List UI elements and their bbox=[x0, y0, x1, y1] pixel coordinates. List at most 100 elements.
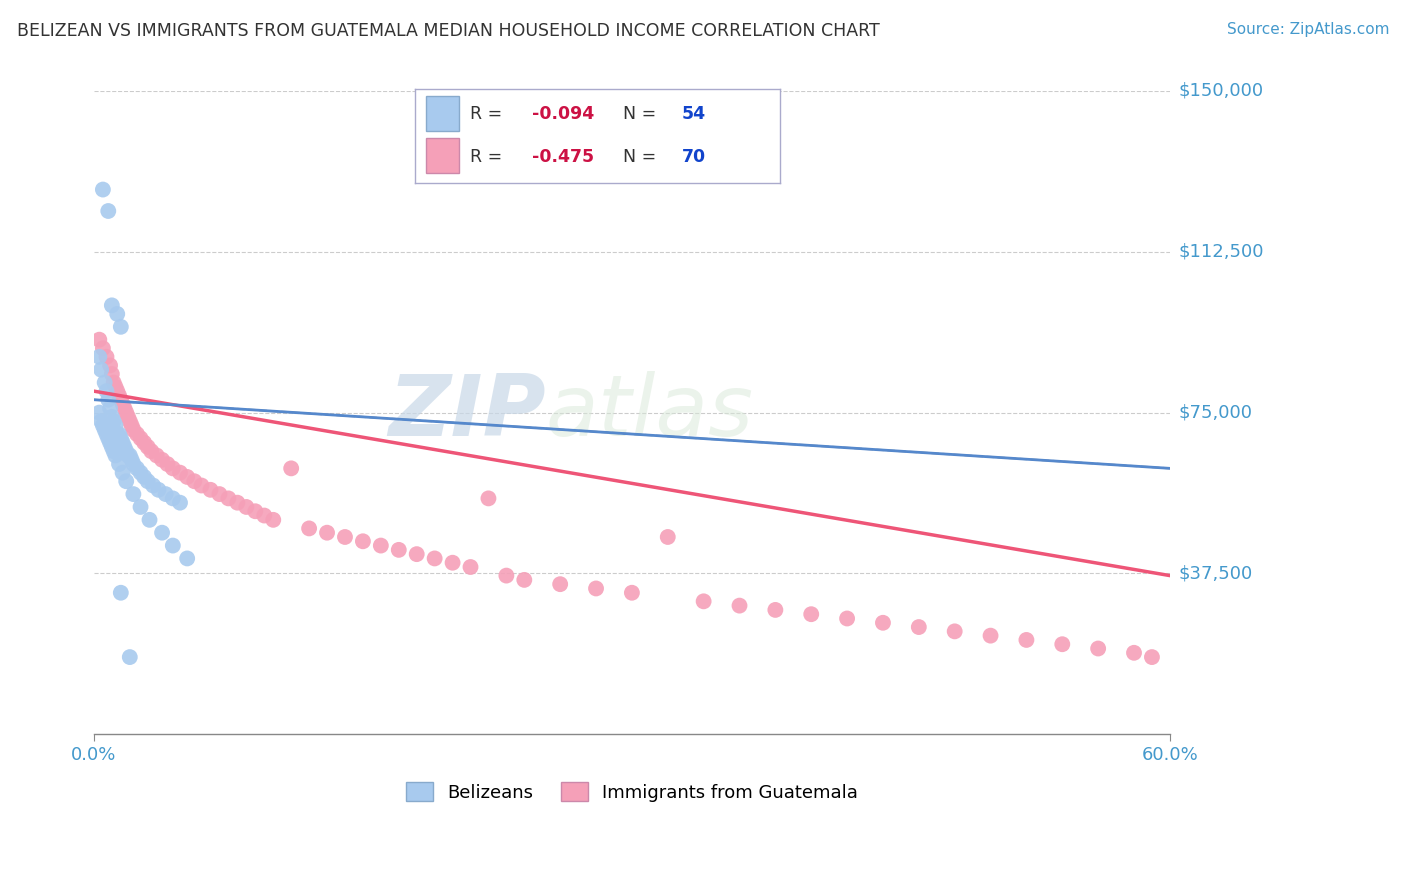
Point bbox=[121, 418, 143, 433]
Point bbox=[91, 341, 114, 355]
Point bbox=[1123, 646, 1146, 660]
Text: atlas: atlas bbox=[546, 371, 754, 454]
Point bbox=[176, 551, 198, 566]
Point bbox=[96, 384, 118, 399]
Point bbox=[110, 392, 132, 407]
Point bbox=[298, 521, 321, 535]
Text: R =: R = bbox=[470, 105, 508, 123]
Point bbox=[101, 409, 124, 424]
Point bbox=[93, 423, 115, 437]
Point bbox=[162, 491, 184, 506]
Point bbox=[121, 452, 143, 467]
Point bbox=[136, 474, 159, 488]
Point bbox=[104, 418, 127, 433]
Point bbox=[176, 470, 198, 484]
Point bbox=[657, 530, 679, 544]
Point bbox=[118, 650, 141, 665]
Point bbox=[423, 551, 446, 566]
Point bbox=[90, 414, 112, 428]
Point bbox=[872, 615, 894, 630]
Point bbox=[513, 573, 536, 587]
Point bbox=[460, 560, 482, 574]
Point bbox=[108, 427, 131, 442]
Point bbox=[333, 530, 356, 544]
Point bbox=[763, 603, 786, 617]
Point bbox=[108, 388, 131, 402]
Point bbox=[145, 449, 167, 463]
Point bbox=[150, 452, 173, 467]
Point bbox=[585, 582, 607, 596]
Point bbox=[110, 319, 132, 334]
Point bbox=[245, 504, 267, 518]
Text: ZIP: ZIP bbox=[388, 371, 546, 454]
Point bbox=[105, 427, 128, 442]
Point bbox=[110, 431, 132, 445]
Point bbox=[129, 466, 152, 480]
Point bbox=[136, 440, 159, 454]
Point bbox=[253, 508, 276, 523]
Point bbox=[495, 568, 517, 582]
Point bbox=[108, 457, 131, 471]
Point bbox=[96, 350, 118, 364]
FancyBboxPatch shape bbox=[426, 95, 458, 131]
Point bbox=[405, 547, 427, 561]
Text: -0.094: -0.094 bbox=[531, 105, 593, 123]
Text: 54: 54 bbox=[682, 105, 706, 123]
Point bbox=[91, 418, 114, 433]
Point bbox=[118, 414, 141, 428]
Point bbox=[96, 427, 118, 442]
Point bbox=[162, 461, 184, 475]
Text: $150,000: $150,000 bbox=[1178, 82, 1264, 100]
Point bbox=[156, 457, 179, 471]
Point bbox=[89, 333, 111, 347]
Point bbox=[316, 525, 339, 540]
Point bbox=[89, 406, 111, 420]
Text: -0.475: -0.475 bbox=[531, 148, 593, 166]
Point bbox=[800, 607, 823, 622]
Point bbox=[98, 435, 121, 450]
FancyBboxPatch shape bbox=[426, 138, 458, 173]
Point bbox=[1087, 641, 1109, 656]
Point bbox=[262, 513, 284, 527]
Point bbox=[208, 487, 231, 501]
Point bbox=[352, 534, 374, 549]
Point bbox=[93, 376, 115, 390]
Point bbox=[118, 449, 141, 463]
Point bbox=[980, 629, 1002, 643]
Point bbox=[141, 444, 163, 458]
Text: N =: N = bbox=[623, 148, 662, 166]
Point bbox=[105, 307, 128, 321]
Point bbox=[150, 525, 173, 540]
Point bbox=[129, 500, 152, 514]
Point bbox=[1052, 637, 1074, 651]
Point bbox=[226, 496, 249, 510]
Text: $75,000: $75,000 bbox=[1178, 403, 1253, 422]
Point bbox=[908, 620, 931, 634]
Point bbox=[190, 478, 212, 492]
Point bbox=[200, 483, 222, 497]
Point bbox=[111, 397, 134, 411]
Point bbox=[441, 556, 464, 570]
Point bbox=[548, 577, 571, 591]
Point bbox=[134, 435, 156, 450]
Point bbox=[91, 183, 114, 197]
Point bbox=[1015, 632, 1038, 647]
Point bbox=[169, 496, 191, 510]
Text: Source: ZipAtlas.com: Source: ZipAtlas.com bbox=[1226, 22, 1389, 37]
Legend: Belizeans, Immigrants from Guatemala: Belizeans, Immigrants from Guatemala bbox=[399, 775, 865, 809]
Point bbox=[101, 367, 124, 381]
Point bbox=[388, 542, 411, 557]
Point bbox=[112, 401, 135, 416]
Point bbox=[134, 470, 156, 484]
Point bbox=[101, 440, 124, 454]
Point bbox=[104, 380, 127, 394]
Point bbox=[103, 444, 125, 458]
Point bbox=[103, 414, 125, 428]
Point bbox=[115, 444, 138, 458]
Point bbox=[115, 474, 138, 488]
Point bbox=[97, 431, 120, 445]
Point bbox=[370, 539, 392, 553]
Point bbox=[477, 491, 499, 506]
Point bbox=[148, 483, 170, 497]
Text: $37,500: $37,500 bbox=[1178, 565, 1253, 582]
